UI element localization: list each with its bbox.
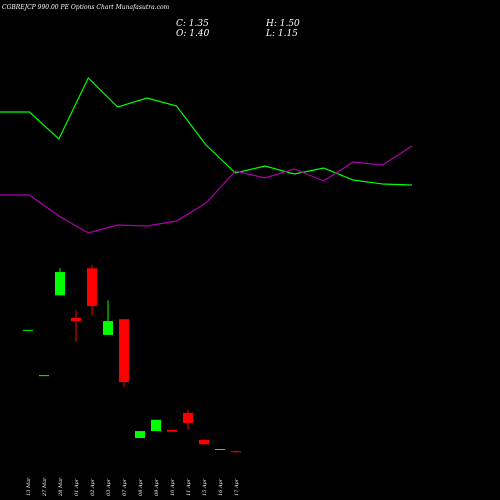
- x-tick-label: 16 Apr: [218, 478, 224, 496]
- x-tick-label: 03 Apr: [106, 478, 112, 496]
- ohlc-label: L: 1.15: [265, 29, 298, 39]
- candle-body: [215, 449, 225, 450]
- candle-body: [87, 268, 97, 306]
- candle-body: [39, 375, 49, 377]
- line-series: [0, 145, 413, 234]
- candle-body: [231, 451, 241, 453]
- ohlc-label: C: 1.35: [176, 19, 209, 29]
- line-series: [0, 76, 413, 186]
- x-tick-label: 01 Apr: [74, 478, 80, 496]
- candle-body: [135, 431, 145, 438]
- ohlc-label: H: 1.50: [265, 19, 300, 29]
- x-tick-label: 27 Mar: [42, 477, 48, 497]
- x-tick-label: 13 Mar: [26, 477, 32, 496]
- x-tick-label: 08 Apr: [138, 478, 144, 496]
- candle-body: [55, 272, 65, 296]
- x-tick-label: 15 Apr: [202, 478, 208, 496]
- x-tick-label: 10 Apr: [170, 478, 176, 496]
- ohlc-label: O: 1.40: [176, 29, 210, 39]
- x-tick-label: 07 Apr: [122, 478, 128, 496]
- candle-body: [199, 439, 209, 445]
- x-tick-label: 11 Apr: [186, 478, 192, 496]
- x-tick-label: 09 Apr: [154, 478, 160, 496]
- x-tick-label: 28 Mar: [58, 477, 64, 497]
- candle-body: [151, 419, 161, 432]
- chart-title: CGBREJCP 990.00 PE Options Chart Munafas…: [2, 4, 170, 11]
- candle-body: [183, 412, 193, 423]
- x-tick-label: 17 Apr: [234, 478, 240, 496]
- candle-body: [167, 429, 177, 432]
- x-tick-label: 02 Apr: [90, 478, 96, 496]
- candle-body: [71, 317, 81, 322]
- candle-body: [119, 319, 129, 383]
- candle-body: [23, 329, 33, 331]
- candle-body: [103, 321, 113, 335]
